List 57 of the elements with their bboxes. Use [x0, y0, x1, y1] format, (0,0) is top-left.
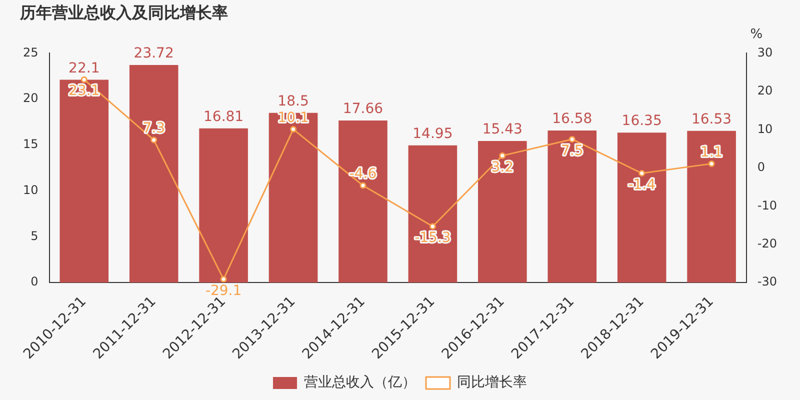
y-tick-label: 20 [22, 91, 38, 106]
data-label: -29.1 [205, 282, 242, 299]
bar [199, 128, 248, 283]
data-label: 16.58 [552, 111, 592, 128]
data-label: 16.81 [204, 108, 244, 125]
bar [338, 120, 388, 283]
point [80, 76, 88, 83]
data-label: 18.5 [278, 93, 309, 110]
bar [617, 132, 666, 283]
point [290, 126, 297, 133]
y2-tick-label: 20 [757, 84, 773, 98]
bar [268, 112, 318, 283]
chart-title: 历年营业总收入及同比增长率 [19, 2, 228, 22]
data-label: -15.3 [414, 230, 451, 246]
data-label: 1.1 [700, 144, 723, 160]
y-tick-label: 0 [30, 274, 38, 289]
data-label: 23.1 [68, 83, 100, 100]
y2-axis-title: % [750, 27, 763, 42]
data-label: 7.5 [560, 142, 584, 159]
point [708, 160, 715, 167]
y2-tick-label: -20 [757, 236, 778, 250]
point [429, 223, 436, 230]
point [220, 276, 227, 282]
data-label: 10.1 [278, 110, 309, 126]
bar [408, 145, 458, 283]
y-tick-label: 10 [22, 182, 38, 197]
data-label: 16.53 [691, 112, 732, 128]
point [150, 136, 158, 144]
data-label: -4.6 [349, 166, 377, 182]
legend-label: 营业总收入（亿） [304, 374, 416, 391]
data-label: 16.35 [622, 113, 662, 130]
y2-tick-label: 0 [757, 160, 766, 174]
y-tick-label: 15 [22, 137, 38, 152]
data-label: 14.95 [412, 126, 453, 142]
data-label: 17.66 [342, 101, 384, 118]
point [638, 170, 646, 176]
y2-tick-label: 30 [757, 45, 773, 60]
data-label: -1.4 [628, 176, 656, 193]
data-label: 15.43 [482, 122, 522, 138]
point [499, 152, 506, 159]
legend-label: 同比增长率 [457, 374, 527, 391]
bar [478, 141, 527, 283]
bar [129, 64, 178, 283]
point [360, 182, 366, 189]
point [568, 136, 576, 142]
data-label: 22.1 [68, 60, 100, 76]
data-label: 7.3 [142, 120, 165, 137]
data-label: 3.2 [491, 159, 514, 176]
y2-tick-label: 10 [757, 122, 773, 136]
data-label: 23.72 [134, 46, 174, 62]
y-tick-label: 25 [22, 45, 38, 60]
y2-tick-label: -10 [757, 198, 778, 212]
bar [60, 80, 109, 283]
bar [548, 130, 597, 283]
y-tick-label: 5 [30, 228, 38, 243]
bar [687, 130, 736, 283]
y2-tick-label: -30 [757, 274, 778, 289]
